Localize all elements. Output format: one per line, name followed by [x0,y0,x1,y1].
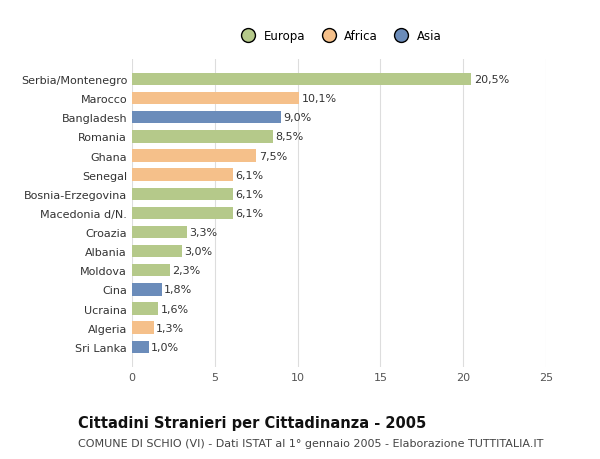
Text: 7,5%: 7,5% [259,151,287,161]
Text: 1,0%: 1,0% [151,342,179,352]
Bar [132,284,162,296]
Bar [132,302,158,315]
Bar [132,131,273,143]
Bar [132,73,472,86]
Bar [132,322,154,334]
Bar [132,246,182,258]
Bar [132,112,281,124]
Bar [132,207,233,220]
Text: 6,1%: 6,1% [235,190,263,199]
Text: COMUNE DI SCHIO (VI) - Dati ISTAT al 1° gennaio 2005 - Elaborazione TUTTITALIA.I: COMUNE DI SCHIO (VI) - Dati ISTAT al 1° … [78,438,544,448]
Text: 20,5%: 20,5% [474,75,509,85]
Bar [132,226,187,239]
Bar [132,93,299,105]
Text: 1,6%: 1,6% [161,304,189,314]
Text: 9,0%: 9,0% [284,113,312,123]
Text: 3,3%: 3,3% [189,228,217,237]
Text: 10,1%: 10,1% [302,94,337,104]
Text: 8,5%: 8,5% [275,132,304,142]
Legend: Europa, Africa, Asia: Europa, Africa, Asia [232,26,446,48]
Bar [132,169,233,181]
Text: 6,1%: 6,1% [235,208,263,218]
Text: Cittadini Stranieri per Cittadinanza - 2005: Cittadini Stranieri per Cittadinanza - 2… [78,415,426,431]
Text: 3,0%: 3,0% [184,246,212,257]
Text: 6,1%: 6,1% [235,170,263,180]
Text: 2,3%: 2,3% [173,266,201,276]
Bar [132,188,233,201]
Text: 1,8%: 1,8% [164,285,193,295]
Bar [132,341,149,353]
Bar [132,264,170,277]
Text: 1,3%: 1,3% [156,323,184,333]
Bar [132,150,256,162]
